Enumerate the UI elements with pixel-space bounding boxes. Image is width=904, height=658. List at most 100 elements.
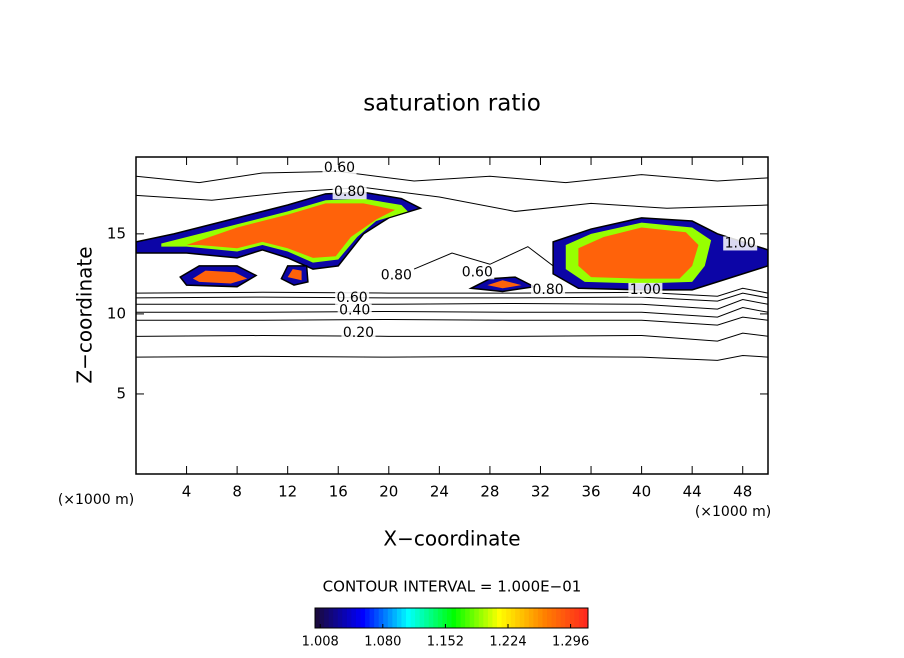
colorbar-cell	[578, 608, 584, 628]
colorbar-cell	[346, 608, 352, 628]
colorbar-cell	[342, 608, 348, 628]
colorbar-cell	[533, 608, 539, 628]
colorbar-cell	[583, 608, 589, 628]
colorbar-cell	[510, 608, 516, 628]
colorbar-cell	[410, 608, 416, 628]
colorbar-cell	[465, 608, 471, 628]
colorbar-cell	[547, 608, 553, 628]
colorbar-cell	[565, 608, 571, 628]
contour-label-bg	[628, 282, 663, 297]
contour-label-bg	[322, 161, 357, 176]
contour-line	[136, 298, 768, 310]
contour-label: 0.80	[381, 267, 412, 283]
colorbar-cell	[433, 608, 439, 628]
colorbar-cell	[337, 608, 343, 628]
contour-line	[136, 170, 768, 184]
colorbar-cell	[374, 608, 380, 628]
colorbar-cell	[460, 608, 466, 628]
y-axis-label: Z−coordinate	[73, 246, 97, 383]
colorbar-cell	[351, 608, 357, 628]
colorbar-cell	[392, 608, 398, 628]
contour-label: 0.60	[462, 264, 493, 280]
colorbar-cell	[446, 608, 452, 628]
contour-line	[413, 246, 554, 270]
colorbar-cell	[515, 608, 521, 628]
colorbar-cell	[401, 608, 407, 628]
colorbar-cell	[365, 608, 371, 628]
colorbar-cell	[428, 608, 434, 628]
colorbar-cell	[396, 608, 402, 628]
colorbar-cell	[556, 608, 562, 628]
contour-interval: CONTOUR INTERVAL = 1.000E−01	[323, 578, 582, 596]
contour-label: 0.40	[339, 303, 370, 319]
x-tick-label: 16	[329, 483, 348, 501]
filled-region	[287, 269, 302, 281]
colorbar-cell	[528, 608, 534, 628]
plot-frame	[135, 156, 769, 475]
plot-area: 0.600.800.800.600.400.200.600.80 1.001.00	[136, 160, 768, 361]
x-tick-label: 32	[531, 483, 550, 501]
colorbar-cell	[542, 608, 548, 628]
contour-label-bg	[460, 265, 495, 280]
contour-label: 0.60	[324, 160, 355, 176]
contour-line	[136, 292, 768, 302]
contour-label-bg	[531, 282, 566, 297]
colorbar-tick-label: 1.296	[552, 635, 589, 650]
colorbar-cell	[574, 608, 580, 628]
colorbar-tick-label: 1.080	[364, 635, 401, 650]
contour-line	[136, 186, 768, 212]
colorbar-cell	[569, 608, 575, 628]
y-unit: (×1000 m)	[58, 492, 134, 508]
x-tick-label: 40	[632, 483, 651, 501]
contour-label: 0.80	[334, 184, 365, 200]
colorbar-cell	[387, 608, 393, 628]
contour-label: 1.00	[725, 235, 756, 251]
colorbar-cell	[333, 608, 339, 628]
colorbar-cell	[524, 608, 530, 628]
y-tick-label: 10	[107, 304, 126, 322]
x-tick-label: 12	[278, 483, 297, 501]
colorbar-tick-label: 1.152	[427, 635, 464, 650]
colorbar-cell	[406, 608, 412, 628]
colorbar-cell	[415, 608, 421, 628]
colorbar-cell	[378, 608, 384, 628]
x-tick-label: 44	[683, 483, 702, 501]
colorbar-cell	[487, 608, 493, 628]
colorbar-cell	[369, 608, 375, 628]
colorbar-cell	[383, 608, 389, 628]
x-axis-label: X−coordinate	[383, 527, 520, 551]
colorbar-cell	[315, 608, 321, 628]
colorbar-cell	[419, 608, 425, 628]
colorbar-cell	[519, 608, 525, 628]
colorbar-cell	[492, 608, 498, 628]
colorbar-cell	[501, 608, 507, 628]
contour-label-bg	[337, 303, 372, 318]
contour-label: 0.20	[343, 325, 374, 341]
y-tick-label: 15	[107, 224, 126, 242]
contour-label-bg	[341, 326, 376, 341]
colorbar-cell	[424, 608, 430, 628]
contour-line	[136, 332, 768, 342]
colorbar-cell	[560, 608, 566, 628]
x-tick-label: 48	[733, 483, 752, 501]
filled-region	[192, 270, 248, 284]
colorbar-cell	[551, 608, 557, 628]
colorbar-cell	[478, 608, 484, 628]
contour-line	[136, 316, 768, 326]
colorbar-cell	[506, 608, 512, 628]
chart-title: saturation ratio	[363, 91, 541, 117]
contour-label: 0.80	[532, 282, 563, 298]
contour-label-bg	[332, 185, 367, 200]
colorbar-cell	[355, 608, 361, 628]
colorbar-frame	[314, 607, 589, 629]
colorbar-cell	[456, 608, 462, 628]
colorbar-cell	[328, 608, 334, 628]
filled-region	[487, 280, 522, 289]
contour-label-bg	[379, 268, 414, 283]
colorbar-cell	[474, 608, 480, 628]
colorbar-cell	[319, 608, 325, 628]
colorbar-tick-label: 1.224	[489, 635, 526, 650]
filled-region	[186, 203, 396, 258]
colorbar-cell	[324, 608, 330, 628]
